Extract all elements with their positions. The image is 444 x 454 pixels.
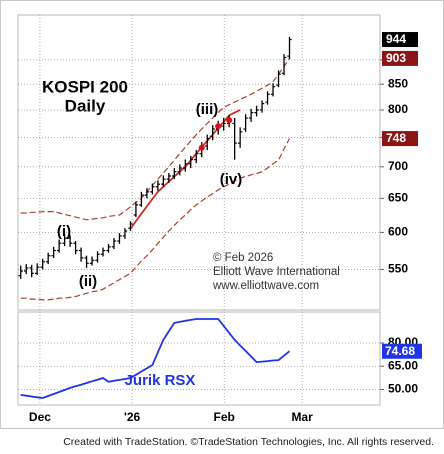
x-tick-label: Mar	[291, 410, 313, 424]
y-tick-label: 700	[388, 159, 408, 173]
price-label-box	[382, 32, 418, 48]
y-tick-label: 600	[388, 225, 408, 239]
price-label-box	[382, 131, 418, 147]
indicator-panel	[17, 311, 381, 406]
series-line	[20, 318, 291, 399]
wave-label: (ii)	[79, 273, 97, 290]
copyright-note: © Feb 2026	[213, 252, 273, 264]
wave-label: (iv)	[220, 171, 243, 188]
series-line	[20, 58, 290, 221]
x-tick-label: Dec	[29, 410, 51, 424]
price-label-box	[382, 50, 418, 66]
wave-label: (i)	[57, 223, 71, 240]
wave-label: (iii)	[196, 101, 219, 118]
price-panel	[17, 14, 381, 311]
value-label-box	[382, 343, 422, 359]
value-label: 74.68	[385, 344, 415, 358]
price-label: 903	[386, 51, 406, 65]
footer: Created with TradeStation. ©TradeStation…	[63, 436, 434, 448]
x-tick-label: Feb	[214, 410, 235, 424]
y-tick-label: 850	[388, 76, 408, 90]
copyright-note: www.elliottwave.com	[212, 280, 319, 292]
price-label: 748	[386, 131, 406, 145]
price-label: 944	[386, 32, 406, 46]
chart-subtitle: Daily	[65, 96, 106, 115]
y-tick-label: 65.00	[388, 358, 418, 372]
chart-title: KOSPI 200	[42, 77, 128, 96]
y-tick-label: 650	[388, 191, 408, 205]
y-tick-label: 800	[388, 102, 408, 116]
marker	[198, 144, 205, 151]
x-tick-label: '26	[124, 410, 141, 424]
y-tick-label: 550	[388, 262, 408, 276]
series-line	[20, 138, 291, 301]
marker	[215, 123, 222, 130]
y-tick-label: 50.00	[388, 382, 418, 396]
marker	[226, 117, 233, 124]
copyright-note: Elliott Wave International	[213, 266, 340, 278]
indicator-title: Jurik RSX	[125, 372, 196, 389]
